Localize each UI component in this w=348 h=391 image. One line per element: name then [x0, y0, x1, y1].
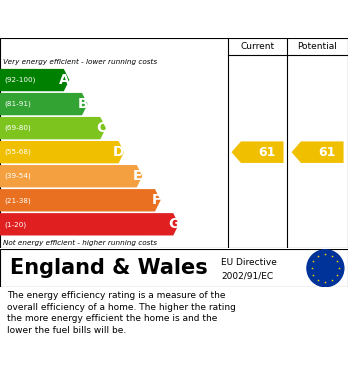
Polygon shape [0, 165, 142, 187]
Text: (21-38): (21-38) [4, 197, 31, 203]
Text: (1-20): (1-20) [4, 221, 26, 228]
Text: 2002/91/EC: 2002/91/EC [221, 271, 273, 280]
Text: (55-68): (55-68) [4, 149, 31, 156]
Text: F: F [151, 193, 161, 207]
Text: England & Wales: England & Wales [10, 258, 208, 278]
Polygon shape [292, 142, 343, 163]
Text: D: D [113, 145, 125, 159]
Text: (69-80): (69-80) [4, 125, 31, 131]
Text: Current: Current [240, 42, 275, 51]
Polygon shape [0, 93, 88, 115]
Ellipse shape [306, 249, 345, 287]
Text: 61: 61 [318, 146, 335, 159]
Text: The energy efficiency rating is a measure of the
overall efficiency of a home. T: The energy efficiency rating is a measur… [7, 291, 236, 335]
Text: C: C [96, 121, 106, 135]
Text: Very energy efficient - lower running costs: Very energy efficient - lower running co… [3, 59, 158, 65]
Text: Energy Efficiency Rating: Energy Efficiency Rating [10, 11, 239, 29]
Text: (92-100): (92-100) [4, 77, 35, 83]
Text: G: G [168, 217, 179, 231]
Text: (39-54): (39-54) [4, 173, 31, 179]
Text: Not energy efficient - higher running costs: Not energy efficient - higher running co… [3, 240, 158, 246]
Polygon shape [231, 142, 284, 163]
Text: Potential: Potential [298, 42, 338, 51]
Text: A: A [59, 73, 70, 87]
Polygon shape [0, 69, 69, 91]
Polygon shape [0, 189, 160, 212]
Polygon shape [0, 117, 106, 139]
Text: EU Directive: EU Directive [221, 258, 277, 267]
Text: 61: 61 [258, 146, 275, 159]
Text: B: B [77, 97, 88, 111]
Text: E: E [133, 169, 143, 183]
Polygon shape [0, 141, 124, 163]
Text: (81-91): (81-91) [4, 101, 31, 108]
Polygon shape [0, 213, 179, 235]
